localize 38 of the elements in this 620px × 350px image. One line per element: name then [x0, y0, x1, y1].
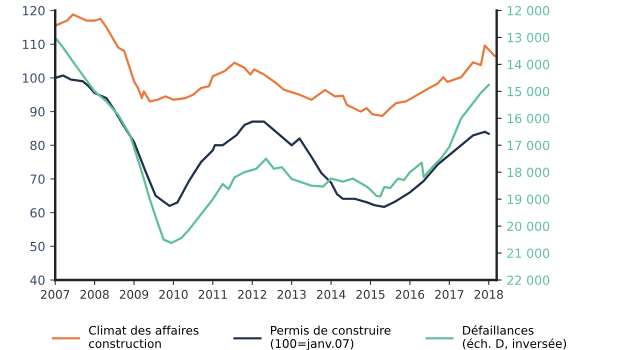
y-tick-label: 80: [30, 140, 45, 150]
line-series: [55, 74, 490, 208]
y2-tick-label: 18 000: [508, 168, 550, 178]
y2-tick-label: 21 000: [507, 248, 550, 258]
x-tick-label: 2012: [238, 290, 266, 299]
x-tick-label: 2007: [41, 290, 70, 299]
legend-label: Climat des affaires construction: [89, 326, 198, 348]
x-tick-label: 2018: [474, 290, 503, 299]
y-tick-label: 90: [30, 107, 45, 116]
x-tick-label: 2009: [120, 290, 148, 299]
y-tick-label: 50: [30, 242, 45, 252]
x-tick-label: 2015: [356, 290, 384, 299]
y2-tick-label: 12 000: [508, 6, 550, 16]
y2-tick-label: 13 000: [508, 32, 550, 42]
y-tick-label: 40: [30, 275, 45, 285]
y2-tick-label: 19 000: [508, 194, 550, 204]
y2-tick-label: 15 000: [508, 86, 550, 96]
x-tick-label: 2008: [80, 290, 109, 299]
y-tick-label: 110: [22, 40, 45, 50]
y-tick-label: 70: [30, 174, 45, 184]
y2-tick-label: 17 000: [508, 140, 550, 150]
y2-tick-label: 22 000: [507, 275, 550, 285]
x-tick-label: 2014: [316, 290, 346, 299]
x-tick-label: 2016: [396, 290, 424, 299]
x-tick-label: 2011: [198, 290, 227, 299]
y2-tick-label: 16 000: [508, 114, 550, 124]
y-tick-label: 60: [30, 208, 45, 218]
line-series: [55, 36, 490, 244]
x-tick-label: 2017: [435, 290, 464, 299]
y2-tick-label: 20 000: [507, 222, 550, 232]
line-series: [55, 13, 496, 118]
y2-tick-label: 14 000: [508, 60, 550, 70]
legend-label: Défaillances (éch. D, inversée): [462, 325, 566, 350]
y-tick-label: 100: [22, 73, 45, 83]
legend-label: Permis de construire (100=janv.07): [270, 326, 390, 350]
x-tick-label: 2013: [278, 290, 306, 299]
x-tick-label: 2010: [159, 290, 188, 299]
y-tick-label: 120: [22, 6, 45, 16]
